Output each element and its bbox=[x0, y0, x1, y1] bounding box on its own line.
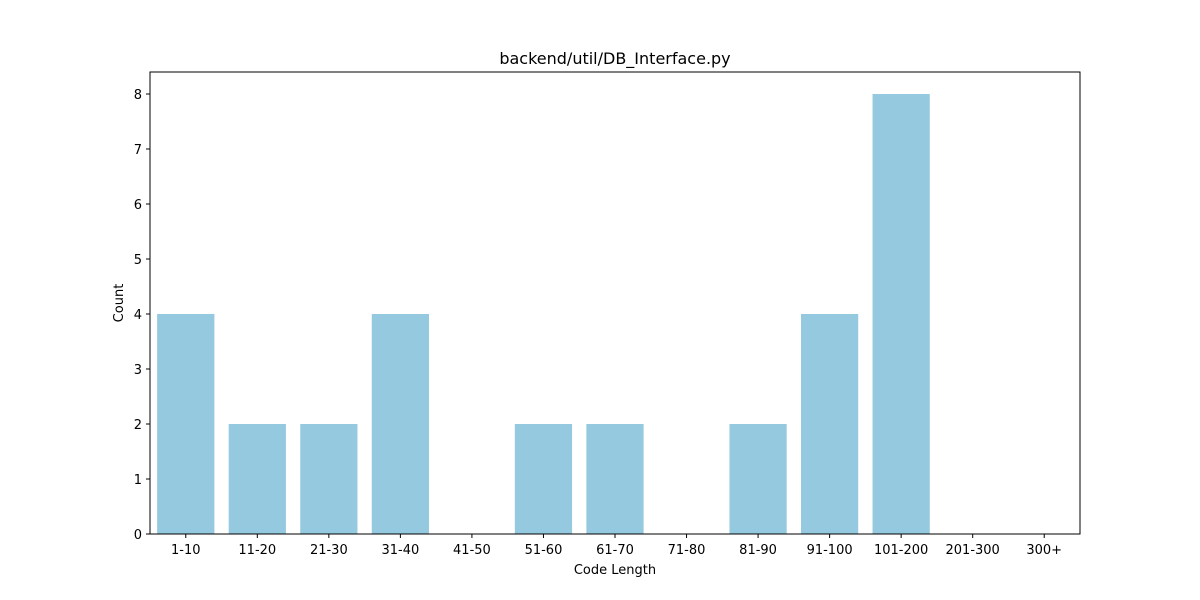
x-tick-label: 101-200 bbox=[874, 543, 928, 558]
x-tick-label: 81-90 bbox=[739, 543, 777, 558]
bar-1-10 bbox=[157, 314, 215, 534]
x-tick-label: 61-70 bbox=[596, 543, 634, 558]
y-tick-label: 5 bbox=[134, 253, 142, 268]
x-tick-label: 201-300 bbox=[946, 543, 1000, 558]
bars-group bbox=[157, 94, 930, 534]
x-tick-label: 11-20 bbox=[238, 543, 276, 558]
x-tick-label: 21-30 bbox=[310, 543, 348, 558]
y-axis-label: Count bbox=[112, 284, 127, 323]
plot-frame bbox=[149, 71, 1081, 535]
bar-31-40 bbox=[371, 314, 429, 534]
y-tick-label: 3 bbox=[134, 363, 142, 378]
x-tick-label: 51-60 bbox=[525, 543, 563, 558]
y-tick-label: 1 bbox=[134, 473, 142, 488]
y-axis-ticks: 0 1 2 3 4 5 6 7 8 bbox=[134, 88, 150, 543]
x-tick-label: 1-10 bbox=[171, 543, 201, 558]
bar-11-20 bbox=[228, 424, 286, 534]
y-tick-label: 7 bbox=[134, 143, 142, 158]
y-tick-label: 2 bbox=[134, 418, 142, 433]
bar-61-70 bbox=[586, 424, 644, 534]
x-axis-label: Code Length bbox=[574, 563, 656, 578]
x-tick-label: 31-40 bbox=[381, 543, 419, 558]
bar-101-200 bbox=[872, 94, 930, 534]
bar-21-30 bbox=[300, 424, 358, 534]
x-tick-label: 71-80 bbox=[668, 543, 706, 558]
x-tick-label: 300+ bbox=[1026, 543, 1062, 558]
y-tick-label: 8 bbox=[134, 88, 142, 103]
chart-title: backend/util/DB_Interface.py bbox=[499, 49, 730, 69]
bar-51-60 bbox=[514, 424, 573, 534]
x-tick-label: 41-50 bbox=[453, 543, 491, 558]
y-tick-label: 0 bbox=[134, 528, 142, 543]
y-tick-label: 4 bbox=[134, 308, 142, 323]
bar-91-100 bbox=[801, 314, 859, 534]
y-tick-label: 6 bbox=[134, 198, 142, 213]
x-axis-ticks: 1-10 11-20 21-30 31-40 41-50 51-60 61-70 71-80 8… bbox=[171, 534, 1062, 558]
bar-81-90 bbox=[729, 424, 787, 534]
x-tick-label: 91-100 bbox=[807, 543, 853, 558]
